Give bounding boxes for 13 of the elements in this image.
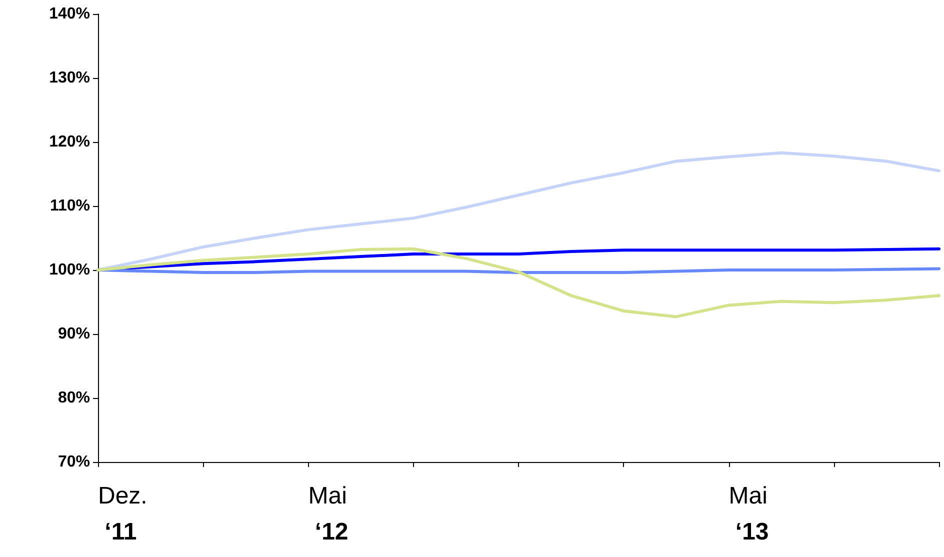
y-tick-label: 100% [49, 262, 90, 278]
y-tick-label: 110% [50, 198, 90, 214]
y-tick-label: 70% [58, 454, 90, 470]
y-tick-label: 80% [58, 390, 90, 406]
y-tick-label: 140% [49, 6, 90, 22]
y-tick-label: 90% [58, 326, 90, 342]
line-series [96, 247, 940, 318]
y-tick-label: 120% [49, 134, 90, 150]
line-series [96, 151, 940, 272]
x-tick-label: Mai ‘13 [728, 482, 769, 546]
x-tick-label: Dez. ‘11 [98, 482, 148, 546]
x-tick-label: Mai ‘12 [308, 482, 348, 546]
y-tick-label: 130% [49, 70, 90, 86]
